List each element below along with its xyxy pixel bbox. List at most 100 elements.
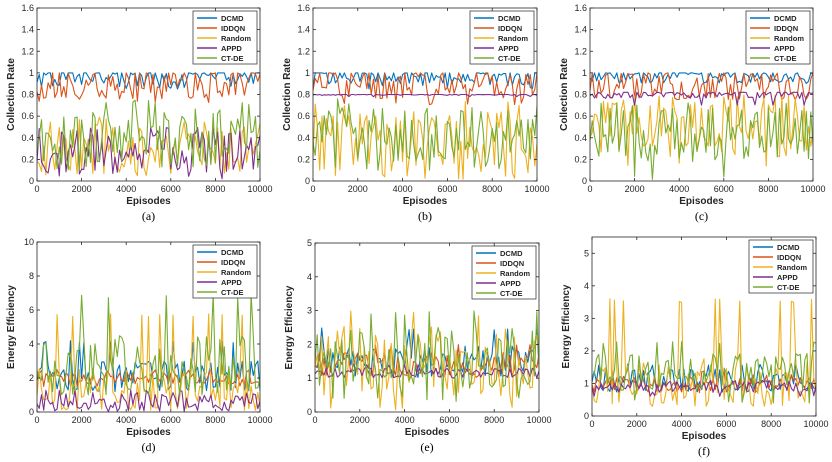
x-tick-label: 8000	[205, 184, 225, 194]
x-tick-label: 0	[310, 184, 315, 194]
series-line-dcmd	[37, 72, 260, 90]
x-tick-label: 8000	[761, 419, 781, 429]
x-tick-label: 0	[587, 184, 592, 194]
y-tick-label: 4	[307, 272, 312, 282]
legend-label: CT-DE	[221, 288, 244, 297]
legend-label: IDDQN	[498, 24, 522, 33]
x-axis-label: Episodes	[403, 196, 448, 207]
legend-label: CT-DE	[500, 289, 523, 298]
y-tick-label: 0	[305, 176, 310, 186]
y-tick-label: 1.6	[574, 3, 587, 13]
axes-box	[314, 242, 540, 413]
panel-label: (f)	[698, 444, 710, 458]
x-axis-label: Episodes	[679, 196, 724, 207]
x-tick-label: 4000	[393, 184, 413, 194]
y-tick-label: 1	[582, 68, 587, 78]
series-line-appd	[37, 127, 260, 180]
x-tick-label: 2000	[72, 415, 92, 425]
legend-label: DCMD	[500, 249, 523, 258]
axes-box	[36, 241, 261, 413]
y-tick-label: 1	[29, 68, 34, 78]
x-tick-label: 0	[312, 415, 317, 425]
legend-label: CT-DE	[777, 283, 800, 292]
series-line-iddqn	[590, 72, 813, 101]
legend-label: IDDQN	[777, 253, 801, 262]
x-tick-label: 4000	[669, 184, 689, 194]
panel-label: (a)	[142, 209, 155, 223]
legend-label: APPD	[221, 278, 242, 287]
x-axis-label: Episodes	[126, 196, 171, 207]
x-tick-label: 2000	[348, 184, 368, 194]
series-line-ct-de	[315, 310, 539, 402]
x-tick-label: 8000	[205, 415, 225, 425]
y-tick-label: 0	[29, 407, 34, 417]
series-line-ct-de	[592, 341, 816, 404]
x-tick-label: 0	[34, 415, 39, 425]
y-axis-label: Collection Rate	[559, 58, 570, 131]
series-line-random	[590, 94, 813, 167]
y-tick-label: 1.2	[574, 46, 587, 56]
legend-label: DCMD	[221, 248, 244, 257]
x-tick-label: 2000	[625, 184, 645, 194]
x-tick-label: 10000	[526, 415, 551, 425]
series-group	[37, 72, 260, 180]
x-tick-label: 10000	[800, 184, 825, 194]
y-tick-label: 8	[29, 271, 34, 281]
legend-label: APPD	[221, 44, 242, 53]
series-group	[37, 292, 260, 412]
series-line-iddqn	[37, 72, 260, 103]
y-tick-label: 0.8	[297, 90, 310, 100]
y-tick-label: 5	[307, 238, 312, 248]
y-tick-label: 10	[24, 237, 34, 247]
y-tick-label: 0	[584, 411, 589, 421]
series-line-ct-de	[313, 98, 537, 171]
panel-label: (c)	[695, 209, 708, 223]
series-line-random	[37, 313, 260, 411]
y-tick-label: 0.4	[297, 133, 310, 143]
x-tick-label: 4000	[116, 184, 136, 194]
x-tick-label: 6000	[161, 415, 181, 425]
y-tick-label: 0	[582, 176, 587, 186]
legend-label: APPD	[774, 44, 795, 53]
legend-label: APPD	[498, 44, 519, 53]
x-tick-label: 8000	[482, 184, 502, 194]
y-tick-label: 1.4	[297, 25, 310, 35]
x-tick-label: 6000	[437, 184, 457, 194]
series-line-random	[592, 298, 816, 407]
legend-label: IDDQN	[221, 258, 245, 267]
series-group	[315, 310, 539, 411]
legend-label: Random	[777, 263, 807, 272]
x-tick-label: 2000	[72, 184, 92, 194]
series-line-iddqn	[313, 72, 537, 106]
legend-label: IDDQN	[221, 24, 245, 33]
y-tick-label: 2	[29, 373, 34, 383]
legend-label: IDDQN	[500, 259, 524, 268]
x-tick-label: 6000	[161, 184, 181, 194]
y-tick-label: 0	[307, 407, 312, 417]
y-tick-label: 2	[307, 339, 312, 349]
x-axis-label: Episodes	[405, 427, 450, 438]
legend-label: APPD	[500, 279, 521, 288]
y-tick-label: 6	[29, 305, 34, 315]
chart-panel-2: 0 2000 4000 6000 8000 10000 0 0.2 0.4 0.6 0.8 1 1.2 1…	[559, 3, 826, 223]
y-tick-label: 5	[584, 248, 589, 258]
legend-label: CT-DE	[774, 54, 797, 63]
y-tick-label: 0.6	[21, 111, 34, 121]
y-tick-label: 0.2	[574, 154, 587, 164]
y-tick-label: 0.4	[21, 133, 34, 143]
legend-label: APPD	[777, 273, 798, 282]
y-tick-label: 0.6	[574, 111, 587, 121]
y-tick-label: 0	[29, 176, 34, 186]
y-tick-label: 1.6	[21, 3, 34, 13]
series-line-ct-de	[37, 292, 260, 396]
series-line-ct-de	[590, 102, 813, 180]
x-tick-label: 4000	[672, 419, 692, 429]
y-axis-label: Collection Rate	[282, 58, 293, 131]
panel-label: (e)	[420, 440, 433, 454]
series-line-appd	[592, 379, 816, 397]
y-tick-label: 2	[584, 346, 589, 356]
